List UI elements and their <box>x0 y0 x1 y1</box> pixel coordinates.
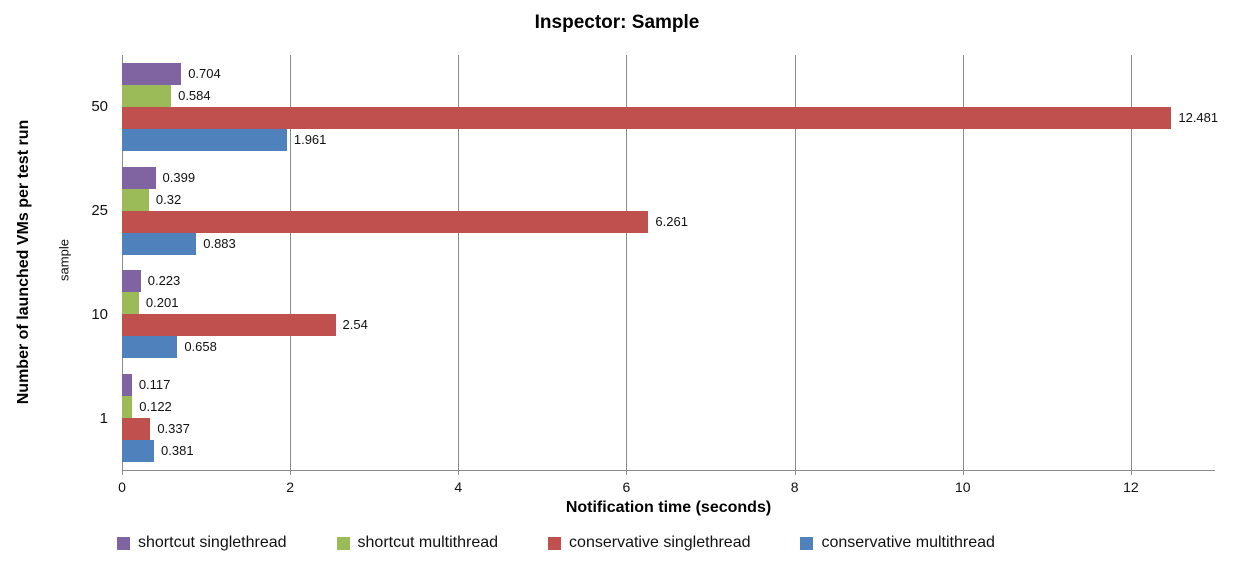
bar-group: 10 0.223 0.201 2.54 0.658 <box>91 263 1215 367</box>
category-label: 10 <box>91 305 108 323</box>
category-label: 50 <box>91 98 108 116</box>
bar-conservative-singlethread <box>122 314 336 337</box>
bar-conservative-multithread <box>122 336 178 359</box>
x-tick-label: 0 <box>118 479 126 495</box>
bar-value-label: 0.201 <box>145 295 179 311</box>
chart-title: Inspector: Sample <box>534 12 700 33</box>
bar-shortcut-singlethread <box>122 62 182 85</box>
legend-item-conservative-multithread: conservative multithread <box>800 534 995 552</box>
legend-label: conservative multithread <box>821 534 995 551</box>
bar-value-label: 0.337 <box>157 421 190 437</box>
plot-area: 0 2 4 6 8 10 12 50 0.704 0.584 12.481 1.961 25 0.399 0… <box>91 55 1219 495</box>
bar-shortcut-singlethread <box>122 374 132 397</box>
category-label: 1 <box>99 409 108 427</box>
y-axis-title: Number of launched VMs per test run <box>15 119 32 405</box>
bar-conservative-multithread <box>122 128 287 151</box>
bar-value-label: 0.704 <box>188 65 221 81</box>
bar-conservative-multithread <box>122 440 155 463</box>
gridline <box>626 55 628 475</box>
legend-swatch <box>336 536 350 550</box>
bar-value-label: 12.481 <box>1178 109 1219 125</box>
legend-item-conservative-singlethread: conservative singlethread <box>548 534 750 552</box>
bar-value-label: 0.122 <box>139 399 172 415</box>
bar-value-label: 0.32 <box>155 191 182 207</box>
bar-value-label: 0.883 <box>203 235 236 251</box>
bar-value-label: 0.399 <box>162 169 196 185</box>
bar-group: 25 0.399 0.32 6.261 0.883 <box>91 159 1215 263</box>
x-tick-label: 4 <box>454 479 463 495</box>
bar-shortcut-multithread <box>122 188 149 211</box>
x-tick-label: 6 <box>622 479 631 495</box>
bar-conservative-singlethread <box>122 418 151 441</box>
category-label: 25 <box>91 202 108 220</box>
legend-swatch <box>548 536 562 550</box>
legend-swatch <box>800 536 814 550</box>
bar-shortcut-singlethread <box>122 166 156 189</box>
legend-label: conservative singlethread <box>569 534 751 551</box>
legend-item-shortcut-singlethread: shortcut singlethread <box>117 534 287 552</box>
bar-value-label: 0.381 <box>161 443 194 459</box>
gridline <box>290 55 292 475</box>
bar-shortcut-multithread <box>122 292 139 315</box>
legend-label: shortcut singlethread <box>138 534 287 551</box>
bar-value-label: 0.658 <box>184 339 217 355</box>
gridline <box>794 55 796 475</box>
gridline <box>458 55 460 475</box>
bar-group: 1 0.117 0.122 0.337 0.381 <box>100 366 1215 470</box>
legend-swatch <box>117 536 130 550</box>
x-tick-label: 12 <box>1123 479 1139 495</box>
x-tick-label: 2 <box>286 479 295 495</box>
bar-group: 50 0.704 0.584 12.481 1.961 <box>91 55 1219 159</box>
gridline <box>962 55 964 475</box>
bar-value-label: 0.223 <box>147 273 181 289</box>
bar-value-label: 2.54 <box>342 317 368 333</box>
bar-shortcut-multithread <box>122 396 133 419</box>
x-tick-label: 10 <box>954 479 971 495</box>
bar-conservative-multithread <box>122 232 197 255</box>
legend-item-shortcut-multithread: shortcut multithread <box>336 534 499 552</box>
bar-value-label: 1.961 <box>293 131 327 147</box>
bar-conservative-singlethread <box>122 210 649 233</box>
bar-shortcut-singlethread <box>122 270 141 293</box>
x-axis-title: Notification time (seconds) <box>565 499 772 516</box>
gridline <box>122 55 123 475</box>
gridline <box>1130 55 1132 475</box>
bar-value-label: 0.117 <box>138 377 171 393</box>
bar-conservative-singlethread <box>122 106 1172 129</box>
x-tick-label: 8 <box>790 479 799 495</box>
bar-value-label: 6.261 <box>655 213 688 229</box>
bar-shortcut-multithread <box>122 84 172 107</box>
legend: shortcut singlethread shortcut multithrea… <box>117 534 995 552</box>
bar-value-label: 0.584 <box>178 87 211 103</box>
legend-label: shortcut multithread <box>357 534 499 551</box>
